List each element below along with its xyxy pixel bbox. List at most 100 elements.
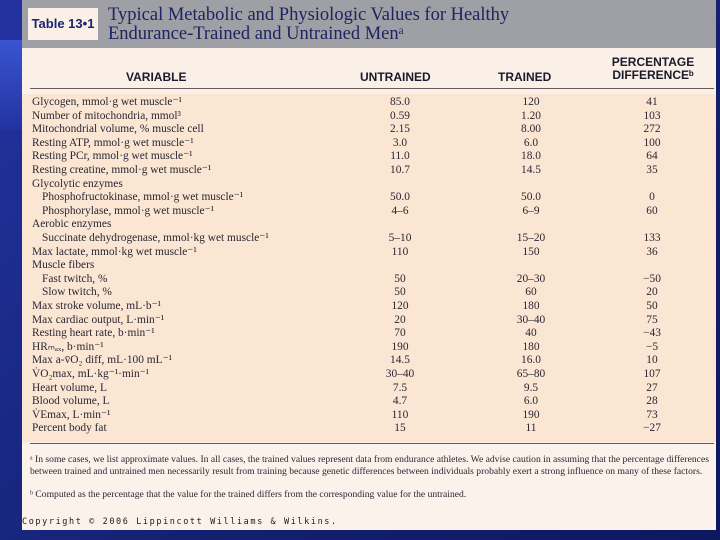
- untrained-cell: 30–40: [385, 368, 415, 380]
- percentage-cell: −43: [643, 327, 661, 340]
- table-row: Resting PCr, mmol·g wet muscle⁻¹ 11.0 18.0…: [22, 150, 716, 164]
- percentage-cell: 107: [643, 368, 661, 380]
- untrained-cell: 110: [391, 245, 409, 258]
- variable-cell: Resting ATP, mmol·g wet muscle⁻¹: [32, 136, 194, 149]
- variable-cell: Succinate dehydrogenase, mmol·kg wet mus…: [42, 232, 269, 244]
- column-header-pct-line-2: DIFFERENCEᵇ: [612, 68, 694, 82]
- table-row: Aerobic enzymes: [22, 218, 716, 232]
- variable-cell: Mitochondrial volume, % muscle cell: [32, 123, 204, 136]
- variable-cell: Max stroke volume, mL·b⁻¹: [32, 300, 162, 312]
- variable-cell: Slow twitch, %: [42, 286, 112, 299]
- header-rule: [30, 88, 714, 89]
- title-line-1: Typical Metabolic and Physiologic Values…: [108, 5, 510, 25]
- table-row: Number of mitochondria, mmol³ 0.59 1.20 103: [22, 110, 716, 124]
- untrained-cell: 120: [391, 300, 409, 312]
- untrained-cell: 10.7: [390, 164, 410, 176]
- untrained-cell: 14.5: [390, 354, 410, 367]
- percentage-cell: 0: [649, 191, 655, 204]
- percentage-cell: 10: [646, 354, 658, 367]
- untrained-cell: 50: [394, 286, 406, 299]
- variable-cell: Aerobic enzymes: [32, 218, 112, 231]
- untrained-cell: 15: [394, 422, 406, 435]
- footnote-b: ᵇ Computed as the percentage that the va…: [30, 489, 467, 500]
- table-row: Phosphorylase, mmol·g wet muscle⁻¹ 4–6 6–9…: [22, 205, 716, 219]
- trained-cell: 8.00: [521, 123, 541, 136]
- column-header-untrained: UNTRAINED: [360, 70, 431, 84]
- variable-cell: Max a-v̄O₂ diff, mL·100 mL⁻¹: [32, 354, 173, 367]
- untrained-cell: 0.59: [390, 109, 410, 122]
- table-row: Glycogen, mmol·g wet muscle⁻¹ 85.0 120 41: [22, 96, 716, 110]
- table-row: V̇O₂max, mL·kg⁻¹·min⁻¹ 30–40 65–80 107: [22, 368, 716, 382]
- untrained-cell: 50.0: [390, 191, 410, 204]
- table-row: Max stroke volume, mL·b⁻¹ 120 180 50: [22, 300, 716, 314]
- column-header-variable: VARIABLE: [126, 70, 187, 84]
- percentage-cell: 41: [646, 96, 658, 108]
- untrained-cell: 4.7: [392, 395, 408, 408]
- trained-cell: 180: [522, 340, 540, 353]
- variable-cell: Muscle fibers: [32, 259, 95, 272]
- variable-cell: Resting heart rate, b·min⁻¹: [32, 327, 155, 340]
- footnote-a: ᵃ In some cases, we list approximate val…: [30, 454, 709, 477]
- percentage-cell: −27: [643, 422, 661, 435]
- trained-cell: 14.5: [521, 164, 541, 176]
- trained-cell: 190: [522, 408, 540, 421]
- variable-cell: Blood volume, L: [32, 395, 110, 408]
- trained-cell: 6.0: [523, 395, 539, 408]
- table-row: Fast twitch, % 50 20–30 −50: [22, 273, 716, 287]
- variable-cell: V̇Emax, L·min⁻¹: [32, 408, 111, 421]
- trained-cell: 50.0: [521, 191, 541, 204]
- untrained-cell: 85.0: [390, 96, 410, 108]
- trained-cell: 120: [522, 96, 540, 108]
- untrained-cell: 4–6: [391, 204, 409, 217]
- trained-cell: 180: [522, 300, 540, 312]
- percentage-cell: 73: [646, 408, 658, 421]
- untrained-cell: 50: [394, 272, 406, 285]
- percentage-cell: 50: [646, 300, 658, 312]
- trained-cell: 6–9: [522, 204, 540, 217]
- column-header-trained: TRAINED: [498, 70, 552, 84]
- table-row: Slow twitch, % 50 60 20: [22, 286, 716, 300]
- percentage-cell: 36: [646, 245, 658, 258]
- trained-cell: 9.5: [523, 381, 539, 394]
- table-row: Muscle fibers: [22, 259, 716, 273]
- percentage-cell: 133: [643, 232, 661, 244]
- table-row: Blood volume, L 4.7 6.0 28: [22, 395, 716, 409]
- title-line-2: Endurance-Trained and Untrained Menᵃ: [108, 24, 404, 44]
- untrained-cell: 20: [394, 313, 406, 326]
- untrained-cell: 3.0: [392, 136, 408, 149]
- trained-cell: 15–20: [516, 232, 546, 244]
- table-row: Heart volume, L 7.5 9.5 27: [22, 382, 716, 396]
- variable-cell: V̇O₂max, mL·kg⁻¹·min⁻¹: [32, 368, 150, 380]
- percentage-cell: 20: [646, 286, 658, 299]
- variable-cell: Fast twitch, %: [42, 272, 108, 285]
- column-header-percentage: PERCENTAGE DIFFERENCEᵇ: [608, 56, 698, 82]
- table-row: Phosphofructokinase, mmol·g wet muscle⁻¹…: [22, 191, 716, 205]
- variable-cell: Resting creatine, mmol·g wet muscle⁻¹: [32, 164, 212, 176]
- table-row: Max lactate, mmol·kg wet muscle⁻¹ 110 150 3…: [22, 246, 716, 260]
- untrained-cell: 70: [394, 327, 406, 340]
- trained-cell: 40: [525, 327, 537, 340]
- percentage-cell: 103: [643, 109, 661, 122]
- table-row: Resting ATP, mmol·g wet muscle⁻¹ 3.0 6.0 10…: [22, 137, 716, 151]
- untrained-cell: 7.5: [392, 381, 408, 394]
- table-row: V̇Emax, L·min⁻¹ 110 190 73: [22, 409, 716, 423]
- trained-cell: 20–30: [516, 272, 546, 285]
- variable-cell: Phosphorylase, mmol·g wet muscle⁻¹: [42, 204, 215, 217]
- table-row: Max a-v̄O₂ diff, mL·100 mL⁻¹ 14.5 16.0 10: [22, 354, 716, 368]
- trained-cell: 30–40: [516, 313, 546, 326]
- percentage-cell: 272: [643, 123, 661, 136]
- percentage-cell: 64: [646, 150, 658, 163]
- variable-cell: Number of mitochondria, mmol³: [32, 109, 181, 122]
- table-number-tag: Table 13•1: [28, 8, 98, 40]
- variable-cell: Max cardiac output, L·min⁻¹: [32, 313, 165, 326]
- untrained-cell: 110: [391, 408, 409, 421]
- trained-cell: 18.0: [521, 150, 541, 163]
- footer-rule: [30, 443, 714, 444]
- table-row: Resting creatine, mmol·g wet muscle⁻¹ 10.…: [22, 164, 716, 178]
- table-title: Typical Metabolic and Physiologic Values…: [108, 6, 708, 44]
- percentage-cell: 28: [646, 395, 658, 408]
- variable-cell: Resting PCr, mmol·g wet muscle⁻¹: [32, 150, 193, 163]
- percentage-cell: 27: [646, 381, 658, 394]
- untrained-cell: 11.0: [390, 150, 410, 163]
- variable-cell: Glycolytic enzymes: [32, 177, 123, 190]
